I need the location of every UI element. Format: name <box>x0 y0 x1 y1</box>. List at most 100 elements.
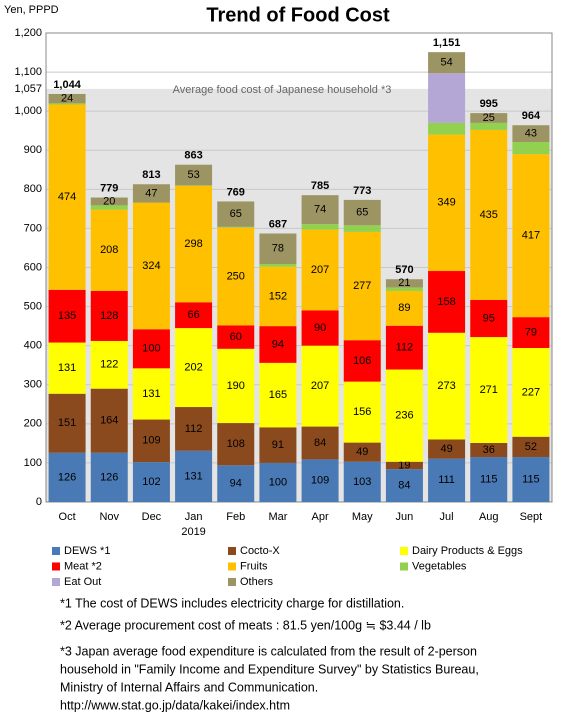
y-tick-label: 600 <box>24 261 42 273</box>
segment-label: 207 <box>311 380 329 392</box>
segment-label: 131 <box>58 362 76 374</box>
legend-label: DEWS *1 <box>64 545 110 557</box>
segment-label: 108 <box>227 438 245 450</box>
segment-label: 21 <box>398 277 410 289</box>
segment-label: 324 <box>142 260 160 272</box>
total-label: 863 <box>184 150 202 162</box>
bar-segment <box>512 142 549 154</box>
x-tick-label: Oct <box>59 511 76 523</box>
segment-label: 349 <box>437 197 455 209</box>
total-label: 1,151 <box>433 37 461 49</box>
segment-label: 165 <box>269 389 287 401</box>
segment-label: 100 <box>142 343 160 355</box>
segment-label: 36 <box>483 444 495 456</box>
segment-label: 53 <box>187 169 199 181</box>
legend-label: Eat Out <box>64 576 101 588</box>
bar-segment <box>470 123 507 130</box>
segment-label: 156 <box>353 406 371 418</box>
total-label: 1,044 <box>53 79 81 91</box>
segment-label: 74 <box>314 204 326 216</box>
y-axis-label: Yen, PPPD <box>4 4 59 16</box>
segment-label: 84 <box>398 479 410 491</box>
segment-label: 271 <box>480 384 498 396</box>
y-tick-label: 1,000 <box>14 105 42 117</box>
legend-label: Others <box>240 576 274 588</box>
footnote: http://www.stat.go.jp/data/kakei/index.h… <box>60 698 290 712</box>
footnote: Ministry of Internal Affairs and Communi… <box>60 680 318 694</box>
segment-label: 158 <box>437 296 455 308</box>
x-tick-label: Jan <box>185 511 203 523</box>
segment-label: 435 <box>480 209 498 221</box>
segment-label: 106 <box>353 355 371 367</box>
segment-label: 115 <box>522 473 540 485</box>
segment-label: 94 <box>272 338 284 350</box>
segment-label: 273 <box>437 380 455 392</box>
segment-label: 131 <box>142 388 160 400</box>
segment-label: 131 <box>184 470 202 482</box>
segment-label: 60 <box>230 331 242 343</box>
footnote: *3 Japan average food expenditure is cal… <box>60 644 477 658</box>
segment-label: 207 <box>311 264 329 276</box>
legend-swatch <box>52 547 60 555</box>
total-label: 773 <box>353 185 371 197</box>
x-tick-label: Sept <box>520 511 543 523</box>
y-tick-label: 800 <box>24 183 42 195</box>
legend-label: Dairy Products & Eggs <box>412 545 523 557</box>
segment-label: 111 <box>438 474 455 486</box>
legend-label: Cocto-X <box>240 545 280 557</box>
y-tick-label: 1,200 <box>14 27 42 39</box>
footnote: *2 Average procurement cost of meats : 8… <box>60 618 431 632</box>
segment-label: 109 <box>311 475 329 487</box>
segment-label: 277 <box>353 280 371 292</box>
segment-label: 190 <box>227 380 245 392</box>
total-label: 964 <box>522 110 541 122</box>
x-tick-label: May <box>352 511 373 523</box>
y-tick-label: 200 <box>24 418 42 430</box>
segment-label: 24 <box>61 93 73 105</box>
y-tick-label: 900 <box>24 144 42 156</box>
total-label: 785 <box>311 180 329 192</box>
segment-label: 90 <box>314 322 326 334</box>
segment-label: 227 <box>522 386 540 398</box>
legend-swatch <box>228 563 236 571</box>
bar-segment <box>302 224 339 229</box>
legend-swatch <box>228 578 236 586</box>
segment-label: 20 <box>103 195 115 207</box>
total-label: 687 <box>269 218 287 230</box>
segment-label: 208 <box>100 244 118 256</box>
legend-label: Meat *2 <box>64 560 102 572</box>
segment-label: 112 <box>396 342 414 354</box>
y-tick-label: 400 <box>24 340 42 352</box>
segment-label: 91 <box>272 439 284 451</box>
segment-label: 236 <box>395 410 413 422</box>
legend-swatch <box>52 563 60 571</box>
segment-label: 95 <box>483 312 495 324</box>
segment-label: 152 <box>269 290 287 302</box>
bar-segment <box>259 264 296 267</box>
segment-label: 65 <box>356 206 368 218</box>
segment-label: 126 <box>100 471 118 483</box>
x-tick-label: Apr <box>312 511 329 523</box>
segment-label: 109 <box>142 435 160 447</box>
segment-label: 250 <box>227 270 245 282</box>
segment-label: 103 <box>353 476 371 488</box>
reference-text: Average food cost of Japanese household … <box>173 84 392 96</box>
segment-label: 202 <box>184 361 202 373</box>
segment-label: 112 <box>185 423 203 435</box>
segment-label: 94 <box>230 478 242 490</box>
bar-segment <box>344 225 381 232</box>
bar-segment <box>428 123 465 135</box>
segment-label: 102 <box>142 476 160 488</box>
x-tick-label: Jun <box>396 511 414 523</box>
y-tick-label: 700 <box>24 222 42 234</box>
total-label: 570 <box>395 264 413 276</box>
segment-label: 298 <box>184 238 202 250</box>
segment-label: 128 <box>100 310 118 322</box>
legend-label: Vegetables <box>412 560 467 572</box>
segment-label: 49 <box>356 446 368 458</box>
footnote: *1 The cost of DEWS includes electricity… <box>60 596 404 610</box>
segment-label: 474 <box>58 191 76 203</box>
segment-label: 89 <box>398 302 410 314</box>
legend-swatch <box>400 563 408 571</box>
